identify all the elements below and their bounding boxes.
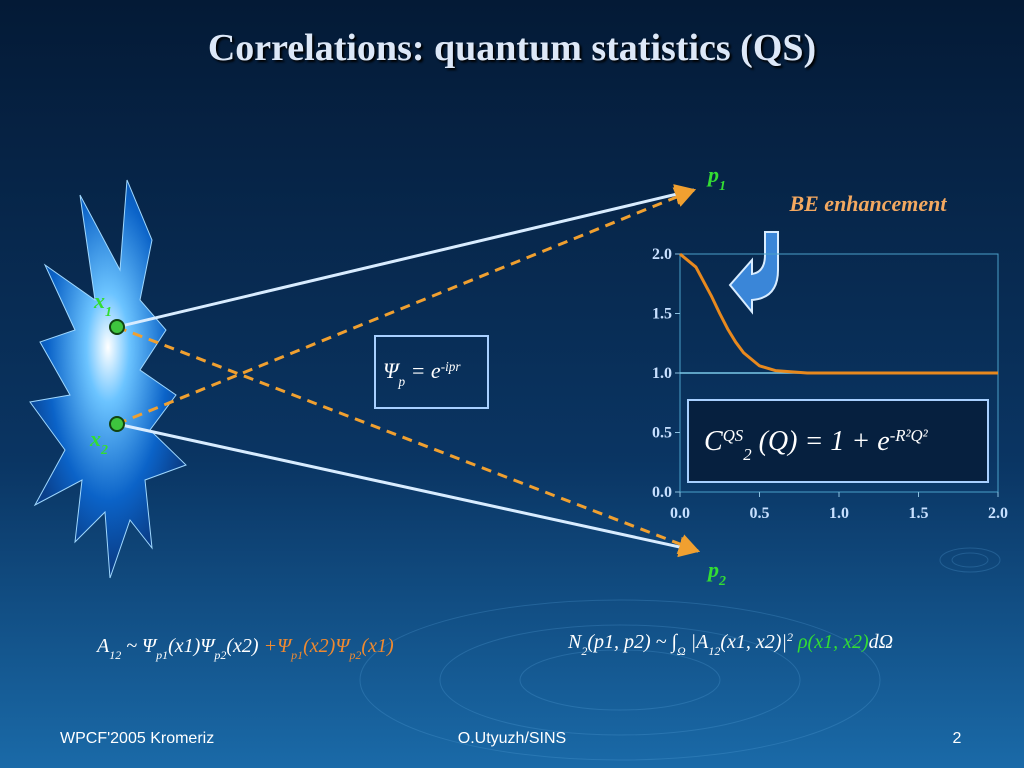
formula-part: 2	[787, 630, 793, 644]
label-part: x	[89, 426, 101, 451]
label-part: x	[93, 288, 105, 313]
formula-part: A	[95, 635, 110, 657]
psi-formula: Ψp = e-ipr	[383, 358, 461, 389]
formula-part: p1	[155, 648, 168, 662]
formula-part: ~ Ψ	[121, 635, 158, 657]
emission-point	[109, 319, 125, 335]
formula-part: -R²Q²	[890, 426, 929, 445]
formula-part: |A	[686, 631, 709, 653]
formula-box	[374, 335, 489, 409]
emission-point	[109, 416, 125, 432]
formula-box	[687, 399, 989, 483]
track-line	[116, 422, 701, 558]
formula-part: Ψ	[383, 358, 401, 383]
formula-part: +Ψ	[264, 635, 293, 657]
formula-part: ρ(x1, x2)	[793, 631, 869, 653]
label-part: p	[706, 557, 719, 582]
track-dashed	[116, 187, 696, 426]
formula-part: 2	[743, 445, 752, 464]
formula-part: N	[567, 631, 583, 653]
y-tick-label: 1.0	[652, 365, 672, 382]
x-tick-label: 2.0	[988, 505, 1008, 522]
formula-part: dΩ	[869, 631, 893, 653]
formula-part: Ω	[677, 644, 686, 658]
formula-part: (x1, x2)|	[720, 631, 787, 653]
n2-formula: N2(p1, p2) ~ ∫Ω |A12(x1, x2)|2 ρ(x1, x2)…	[567, 630, 893, 658]
x-tick-label: 1.5	[909, 505, 929, 522]
formula-part: 12	[109, 648, 121, 662]
track-dashed	[116, 325, 700, 554]
label-part: 2	[100, 443, 108, 458]
label-part: 2	[718, 574, 726, 589]
formula-part: =	[405, 358, 431, 383]
source-burst	[29, 179, 187, 579]
formula-part: p2	[348, 648, 361, 662]
formula-part: e	[431, 358, 441, 383]
amplitude-formula: A12 ~ Ψp1(x1)Ψp2(x2) +Ψp1(x2)Ψp2(x1)	[95, 635, 394, 662]
formula-part: p	[397, 374, 405, 389]
formula-part: (x1)Ψ	[168, 635, 216, 657]
be-label: BE enhancement	[788, 191, 947, 216]
label-part: 1	[105, 305, 112, 320]
point-label: p1	[706, 162, 726, 194]
x-tick-label: 0.5	[750, 505, 770, 522]
x-tick-label: 1.0	[829, 505, 849, 522]
page-number: 2	[953, 730, 962, 747]
x-tick-label: 0.0	[670, 505, 690, 522]
formula-part: (x2)Ψ	[303, 635, 351, 657]
formula-part: (Q) = 1 + e	[752, 426, 890, 457]
formula-part: p2	[213, 648, 226, 662]
formula-part: 12	[708, 644, 720, 658]
point-label: p2	[706, 557, 726, 589]
formula-part: (p1, p2) ~ ∫	[587, 631, 678, 654]
y-tick-label: 0.5	[652, 425, 672, 442]
label-part: 1	[719, 179, 726, 194]
cqs-formula: CQS2 (Q) = 1 + e-R²Q²	[704, 426, 929, 464]
point-label: x2	[89, 426, 108, 458]
formula-part: -ipr	[441, 359, 462, 374]
ripples	[359, 547, 1001, 761]
formula-part: (x1)	[361, 635, 394, 657]
formula-part: C	[704, 426, 723, 457]
curved-arrow	[728, 231, 779, 315]
formula-part: QS	[723, 426, 744, 445]
formula-part: (x2)	[226, 635, 263, 657]
footer-center: O.Utyuzh/SINS	[458, 730, 566, 747]
track-line	[116, 184, 697, 329]
y-tick-label: 2.0	[652, 246, 672, 263]
curve	[679, 252, 998, 375]
point-label: x1	[93, 288, 112, 320]
y-tick-label: 0.0	[652, 484, 672, 501]
formula-part: p1	[290, 648, 303, 662]
footer-left: WPCF'2005 Kromeriz	[60, 730, 214, 747]
slide-title: Correlations: quantum statistics (QS)	[208, 27, 816, 69]
y-tick-label: 1.5	[652, 306, 672, 323]
formula-part: 2	[581, 644, 587, 658]
label-part: p	[706, 162, 719, 187]
